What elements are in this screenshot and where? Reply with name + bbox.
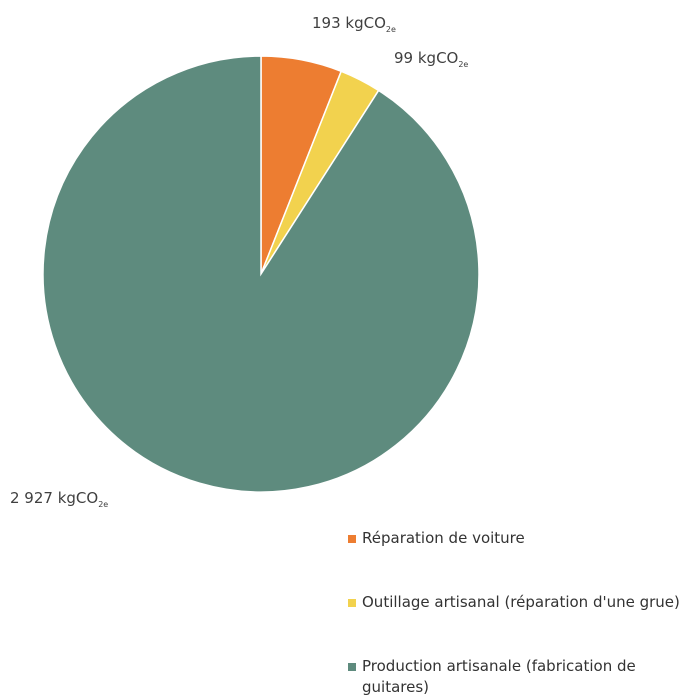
legend-swatch (348, 663, 356, 671)
data-label-outillage-artisanal: 99 kgCO2e (394, 49, 468, 69)
legend-swatch (348, 535, 356, 543)
legend-item-production-artisanale: Production artisanale (fabrication de gu… (348, 656, 680, 698)
pie-slice-production-artisanale (42, 55, 480, 493)
legend-item-reparation-voiture: Réparation de voiture (348, 528, 680, 549)
data-label-production-artisanale: 2 927 kgCO2e (10, 489, 108, 509)
data-label-reparation-voiture: 193 kgCO2e (312, 14, 396, 34)
legend-label: Outillage artisanal (réparation d'une gr… (362, 593, 680, 611)
legend-swatch (348, 599, 356, 607)
legend: Réparation de voiture Outillage artisana… (348, 528, 680, 698)
legend-item-outillage-artisanal: Outillage artisanal (réparation d'une gr… (348, 592, 680, 613)
pie-chart: 193 kgCO2e 99 kgCO2e 2 927 kgCO2e (10, 14, 480, 509)
legend-label: Production artisanale (fabrication de gu… (362, 657, 636, 696)
legend-label: Réparation de voiture (362, 529, 525, 547)
